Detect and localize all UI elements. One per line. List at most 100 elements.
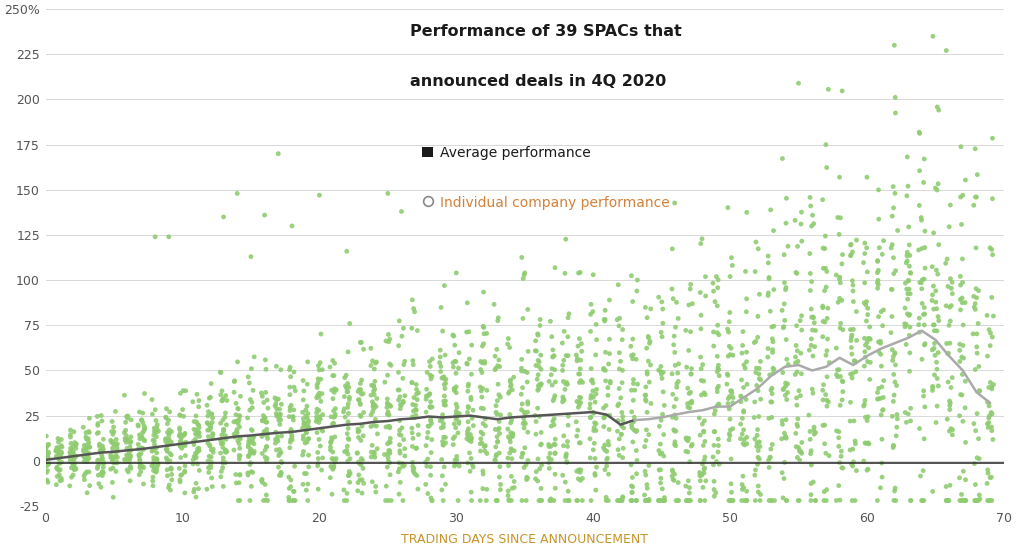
Point: [925, 487, 941, 496]
Point: [751, 370, 767, 378]
Point: [227, 377, 243, 386]
Point: [777, 378, 793, 387]
Point: [446, 386, 462, 395]
Point: [158, 434, 175, 443]
Point: [108, 467, 124, 476]
Point: [407, 411, 424, 420]
Point: [391, 430, 407, 439]
Point: [518, 460, 534, 469]
Point: [244, 398, 260, 406]
Point: [164, 465, 180, 474]
Point: [352, 411, 368, 420]
Point: [407, 401, 424, 410]
Point: [323, 437, 339, 446]
Point: [787, 370, 804, 379]
Point: [693, 364, 709, 373]
Point: [503, 496, 519, 505]
Point: [527, 337, 544, 345]
Point: [390, 368, 406, 377]
Point: [403, 378, 420, 387]
Point: [254, 416, 270, 425]
Point: [473, 404, 490, 412]
Point: [803, 286, 819, 295]
Point: [886, 270, 902, 278]
Point: [448, 424, 464, 432]
Point: [503, 416, 519, 425]
Point: [705, 279, 721, 288]
Point: [979, 398, 996, 406]
Point: [874, 459, 890, 468]
Point: [451, 419, 467, 428]
Point: [50, 446, 66, 455]
Point: [493, 410, 509, 419]
Point: [679, 435, 695, 444]
Point: [472, 383, 489, 392]
Point: [162, 428, 178, 437]
Point: [871, 185, 887, 194]
Point: [190, 420, 206, 428]
Point: [656, 496, 673, 505]
Point: [582, 399, 598, 408]
Point: [474, 484, 491, 493]
Point: [62, 433, 78, 442]
Point: [148, 467, 165, 476]
Point: [105, 453, 121, 462]
Point: [682, 483, 698, 492]
Point: [571, 438, 587, 447]
Point: [751, 454, 767, 463]
Point: [435, 327, 451, 336]
Point: [423, 471, 439, 480]
Point: [533, 484, 550, 493]
Point: [436, 433, 452, 442]
Point: [340, 383, 357, 392]
Point: [281, 484, 298, 493]
Point: [245, 468, 261, 477]
Point: [233, 434, 249, 443]
Point: [802, 193, 818, 202]
Point: [314, 466, 330, 475]
Point: [527, 411, 544, 420]
Point: [819, 402, 835, 410]
Point: [363, 344, 379, 353]
Point: [325, 420, 341, 428]
Point: [900, 182, 916, 191]
Point: [625, 375, 641, 384]
Point: [422, 403, 438, 411]
Point: [337, 382, 354, 390]
Point: [351, 395, 367, 404]
Point: [256, 211, 272, 219]
Point: [218, 420, 235, 429]
Point: [147, 428, 164, 437]
Point: [834, 463, 850, 472]
Point: [459, 427, 475, 436]
Point: [856, 334, 873, 343]
Point: [626, 426, 642, 434]
Point: [106, 427, 122, 436]
Point: [418, 441, 434, 450]
Point: [451, 409, 467, 418]
Point: [668, 441, 684, 450]
Point: [273, 448, 290, 457]
Point: [460, 417, 477, 426]
Point: [870, 257, 886, 266]
Point: [50, 452, 66, 461]
Point: [298, 411, 314, 420]
Point: [692, 431, 708, 439]
Point: [200, 407, 216, 416]
Point: [587, 471, 604, 480]
Point: [808, 326, 824, 335]
Point: [487, 352, 503, 361]
Point: [721, 392, 738, 401]
Point: [199, 419, 215, 427]
Point: [711, 400, 727, 409]
Point: [801, 411, 817, 420]
Point: [445, 434, 461, 443]
Point: [546, 394, 562, 403]
Point: [832, 401, 848, 410]
Point: [62, 430, 78, 439]
Point: [324, 356, 340, 365]
Point: [856, 278, 873, 287]
Point: [380, 189, 396, 198]
Point: [382, 449, 398, 458]
Point: [301, 416, 317, 425]
